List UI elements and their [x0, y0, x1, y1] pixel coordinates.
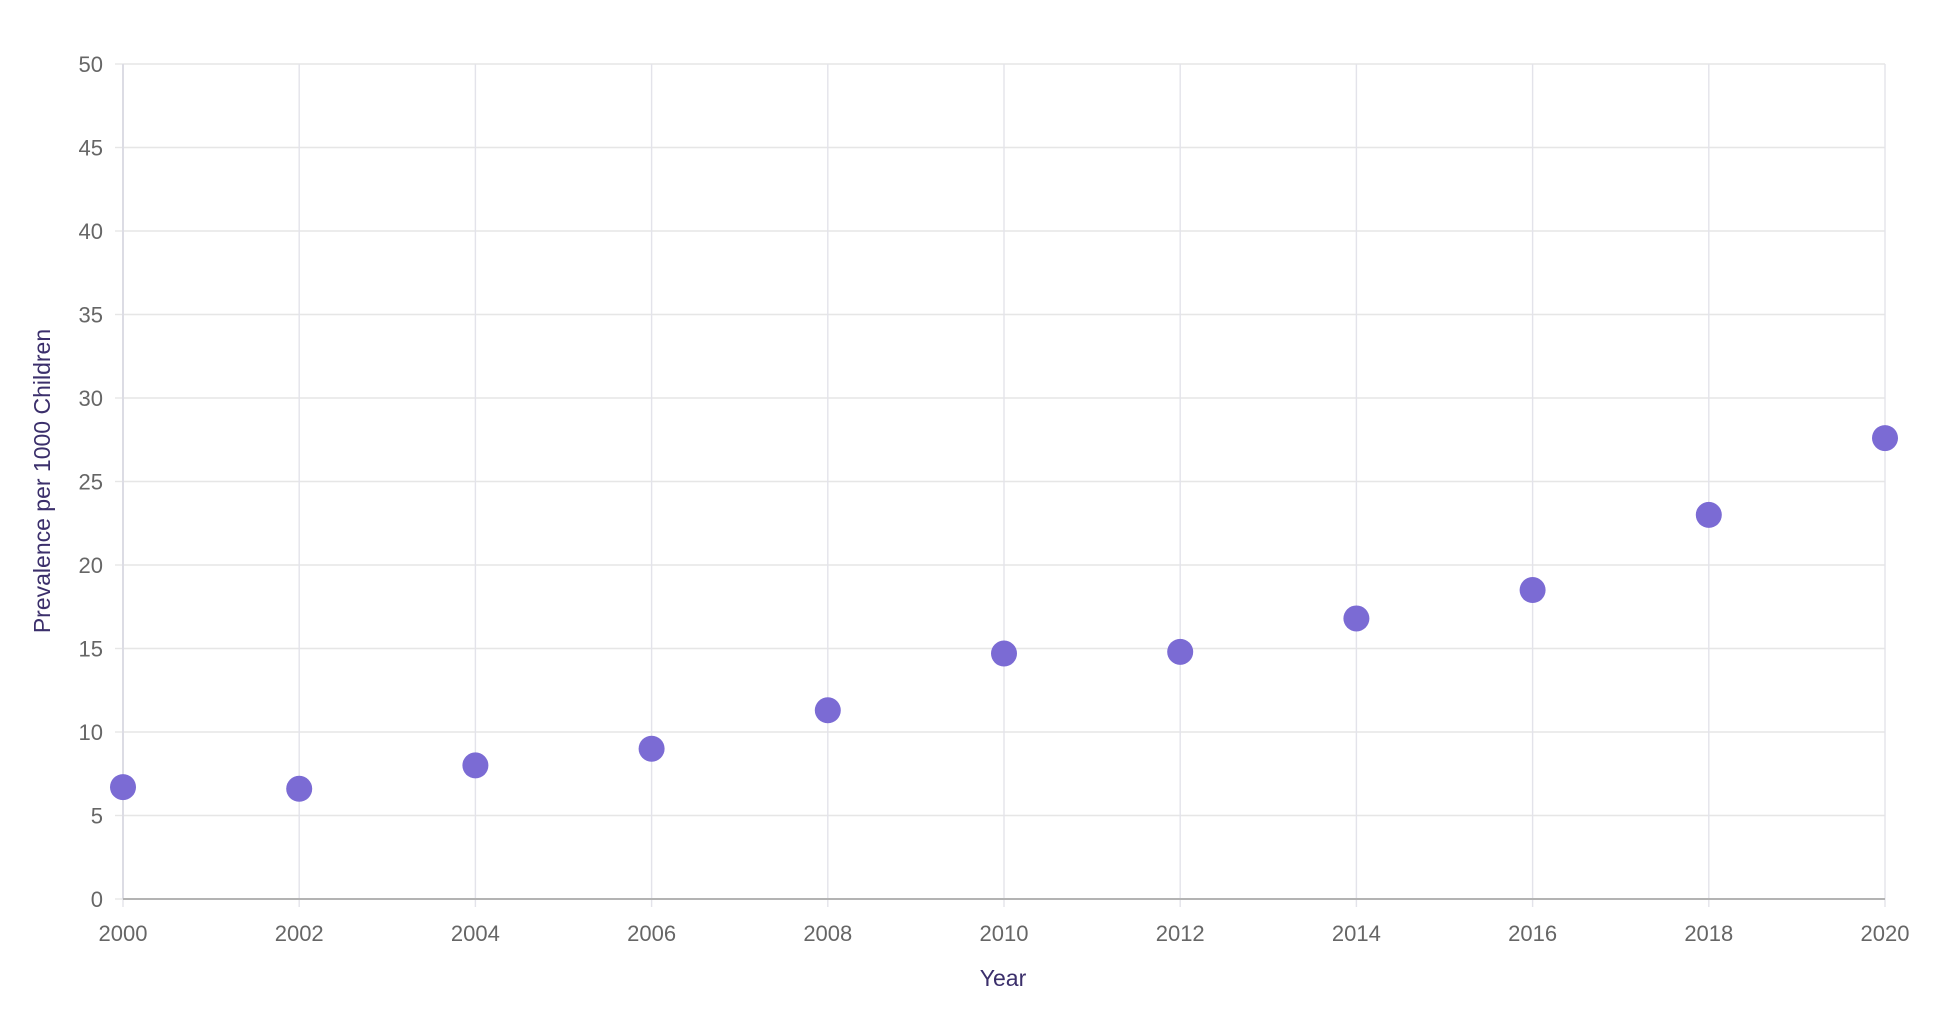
- data-point[interactable]: [638, 735, 665, 762]
- y-tick-label: 40: [79, 219, 103, 244]
- y-tick-label: 10: [79, 720, 103, 745]
- x-tick-label: 2018: [1684, 921, 1733, 946]
- y-tick-label: 50: [79, 52, 103, 77]
- x-tick-label: 2020: [1861, 921, 1910, 946]
- tick-labels: 0 5 10 15 20 25 30 35 40 45 50 2000 2002 2004 2006 2008…: [79, 52, 1910, 946]
- y-tick-label: 20: [79, 553, 103, 578]
- x-tick-label: 2014: [1332, 921, 1381, 946]
- data-point[interactable]: [1695, 501, 1722, 528]
- data-point[interactable]: [1519, 577, 1546, 604]
- data-point[interactable]: [1872, 425, 1898, 452]
- x-tick-label: 2006: [627, 921, 676, 946]
- x-axis-title: Year: [980, 965, 1027, 991]
- x-tick-label: 2002: [275, 921, 324, 946]
- x-tick-label: 2016: [1508, 921, 1557, 946]
- data-point[interactable]: [462, 752, 489, 779]
- axes-layer: [122, 64, 1885, 900]
- data-point[interactable]: [1343, 605, 1370, 632]
- y-tick-label: 35: [79, 303, 103, 328]
- x-tick-label: 2000: [99, 921, 148, 946]
- grid-layer: [115, 63, 1886, 907]
- y-tick-label: 15: [79, 637, 103, 662]
- x-tick-label: 2012: [1156, 921, 1205, 946]
- data-points: [110, 425, 1898, 802]
- y-tick-label: 25: [79, 470, 103, 495]
- x-tick-label: 2008: [803, 921, 852, 946]
- y-tick-label: 5: [91, 804, 103, 829]
- y-tick-label: 45: [79, 136, 103, 161]
- data-point[interactable]: [1167, 638, 1194, 665]
- data-point[interactable]: [991, 640, 1017, 667]
- x-tick-label: 2004: [451, 921, 500, 946]
- data-point[interactable]: [814, 697, 841, 724]
- y-tick-label: 30: [79, 386, 103, 411]
- data-point[interactable]: [110, 774, 136, 801]
- x-tick-label: 2010: [980, 921, 1029, 946]
- y-tick-label: 0: [91, 887, 103, 912]
- y-axis-title: Prevalence per 1000 Children: [29, 329, 55, 633]
- data-point[interactable]: [286, 775, 313, 802]
